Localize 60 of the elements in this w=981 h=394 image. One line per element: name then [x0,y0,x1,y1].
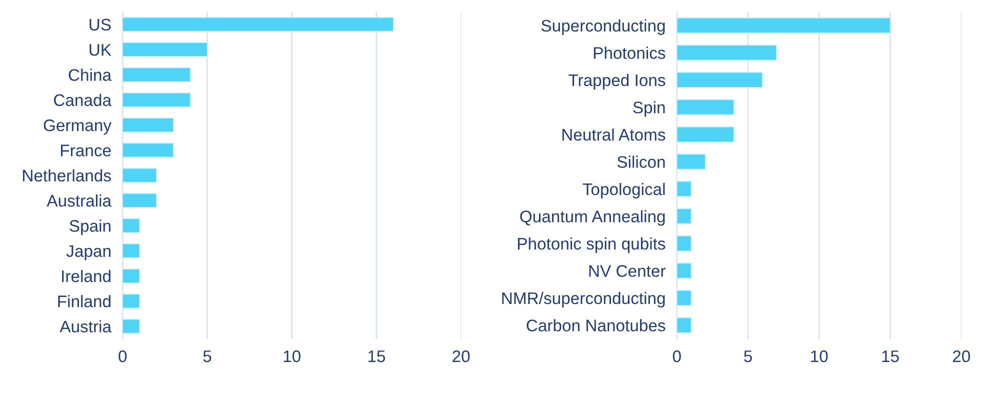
y-tick-label: Austria [60,320,112,332]
bar [122,193,157,208]
bar [676,181,692,197]
y-tick-label: Spain [70,220,110,236]
y-tick-label: Photonic spin qubits [518,237,666,253]
bar [122,67,191,82]
bar [676,208,692,224]
bar [676,317,692,334]
bar [676,126,734,142]
bar [122,243,140,258]
y-tick-label: Finland [58,295,110,308]
bar [676,99,734,116]
bar [676,154,706,170]
bar [122,268,140,284]
y-tick-label: Spin [633,101,665,117]
y-tick-label: UK [90,44,112,56]
y-tick-label: Silicon [617,156,665,168]
bar [122,42,208,57]
y-tick-label: NV Center [589,265,666,277]
bar [122,218,140,233]
x-tick-label: 0 [118,350,127,362]
bar [122,17,394,32]
x-tick-label: 20 [452,350,470,362]
bar [122,318,140,334]
y-tick-label: Australia [46,194,112,207]
y-tick-label: Trapped Ions [568,74,666,90]
bar [676,262,692,279]
bar [122,168,157,183]
bar [122,92,191,108]
y-tick-label: Neutral Atoms [562,128,666,141]
bar [122,294,140,308]
y-tick-label: Ireland [62,270,110,282]
x-tick-label: 10 [811,350,828,362]
y-tick-label: US [90,18,111,31]
y-tick-label: France [61,144,111,156]
y-tick-label: China [68,68,112,81]
x-tick-label: 0 [672,350,681,362]
x-tick-label: 20 [952,350,970,362]
x-tick-label: 5 [203,350,212,362]
y-tick-label: Germany [44,119,112,135]
y-tick-label: Superconducting [541,19,665,35]
y-tick-label: Canada [54,94,112,106]
x-tick-label: 10 [284,350,300,362]
y-tick-label: NMR/superconducting [502,292,665,308]
bar [676,72,763,88]
bar [676,44,777,61]
y-tick-label: Carbon Nanotubes [526,319,666,332]
y-tick-label: Netherlands [23,169,111,182]
x-tick-label: 5 [744,350,752,362]
y-tick-label: Topological [582,182,665,198]
bar [122,142,174,158]
bar [122,118,174,132]
bar [676,18,891,34]
y-tick-label: Photonics [594,46,666,59]
y-tick-label: Japan [66,245,110,260]
bar [676,290,692,306]
x-tick-label: 15 [882,350,899,362]
x-tick-label: 15 [368,350,386,362]
bar [676,236,692,252]
y-tick-label: Quantum Annealing [520,210,665,226]
